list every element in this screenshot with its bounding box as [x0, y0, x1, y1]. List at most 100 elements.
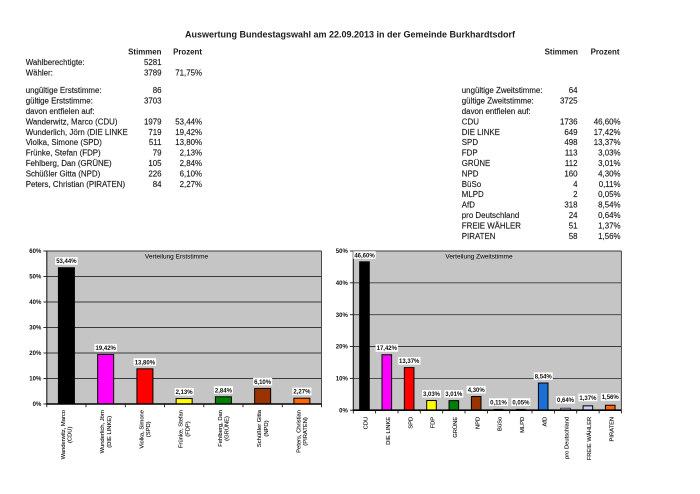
svg-text:Frünke, Stefan: Frünke, Stefan: [179, 410, 185, 448]
svg-text:2,84%: 2,84%: [180, 159, 202, 168]
svg-text:13,80%: 13,80%: [175, 138, 202, 147]
svg-text:0,05%: 0,05%: [598, 190, 620, 199]
svg-text:Frünke, Stefan (FDP): Frünke, Stefan (FDP): [26, 149, 101, 158]
svg-text:20%: 20%: [336, 345, 349, 351]
svg-text:Stimmen: Stimmen: [128, 47, 162, 56]
svg-text:3789: 3789: [144, 68, 162, 77]
svg-text:17,42%: 17,42%: [377, 346, 398, 352]
svg-text:MLPD: MLPD: [520, 417, 526, 433]
svg-text:(CDU): (CDU): [68, 427, 74, 443]
svg-text:(GRÜNE): (GRÜNE): [224, 416, 231, 441]
svg-text:19,42%: 19,42%: [175, 128, 202, 137]
svg-text:(NPD): (NPD): [264, 420, 270, 436]
svg-text:113: 113: [565, 149, 578, 158]
svg-text:13,37%: 13,37%: [399, 359, 420, 365]
svg-text:1,37%: 1,37%: [598, 221, 620, 230]
svg-text:2,27%: 2,27%: [293, 390, 311, 396]
svg-text:17,42%: 17,42%: [594, 128, 621, 137]
svg-text:Violka, Simone: Violka, Simone: [139, 410, 145, 449]
svg-text:Schüßler Gitta: Schüßler Gitta: [257, 409, 263, 447]
svg-text:0,05%: 0,05%: [512, 400, 530, 406]
svg-text:30%: 30%: [29, 326, 42, 332]
svg-text:0,64%: 0,64%: [557, 398, 575, 404]
svg-text:Wanderwitz, Marco (CDU): Wanderwitz, Marco (CDU): [26, 117, 118, 126]
svg-text:3,03%: 3,03%: [598, 149, 620, 158]
svg-text:5281: 5281: [144, 58, 162, 67]
svg-text:davon entfielen auf:: davon entfielen auf:: [462, 107, 531, 116]
svg-text:2,13%: 2,13%: [180, 149, 202, 158]
svg-text:(FDP): (FDP): [185, 421, 191, 437]
svg-text:Peters, Christian (PIRATEN): Peters, Christian (PIRATEN): [26, 180, 126, 189]
svg-text:64: 64: [569, 86, 578, 95]
svg-text:3703: 3703: [144, 97, 162, 106]
svg-text:DIE LINKE: DIE LINKE: [462, 128, 500, 137]
svg-text:1736: 1736: [560, 117, 578, 126]
svg-text:160: 160: [564, 169, 578, 178]
svg-text:AfD: AfD: [542, 417, 548, 427]
svg-text:Wahlberechtigte:: Wahlberechtigte:: [26, 58, 85, 67]
svg-text:Wunderlich, Jörn (DIE LINKE: Wunderlich, Jörn (DIE LINKE: [26, 128, 128, 137]
svg-text:4: 4: [573, 180, 578, 189]
svg-text:0,64%: 0,64%: [598, 211, 620, 220]
svg-text:Prozent: Prozent: [591, 47, 620, 56]
svg-text:649: 649: [564, 128, 578, 137]
svg-text:gültige Erststimme:: gültige Erststimme:: [26, 97, 93, 106]
svg-text:GRÜNE: GRÜNE: [462, 159, 491, 168]
svg-text:13,80%: 13,80%: [135, 360, 156, 366]
svg-text:davon entfielen auf:: davon entfielen auf:: [26, 107, 95, 116]
svg-text:50%: 50%: [336, 249, 349, 255]
svg-text:40%: 40%: [336, 281, 349, 287]
svg-text:Wanderwitz, Marco: Wanderwitz, Marco: [61, 410, 67, 459]
svg-text:AfD: AfD: [462, 201, 475, 210]
svg-text:Prozent: Prozent: [173, 47, 202, 56]
svg-text:1,37%: 1,37%: [579, 396, 597, 402]
svg-text:FDP: FDP: [431, 417, 437, 429]
svg-text:71,75%: 71,75%: [175, 68, 202, 77]
svg-text:Peters, Christian: Peters, Christian: [296, 410, 302, 453]
svg-text:FREIE WÄHLER: FREIE WÄHLER: [462, 221, 521, 230]
svg-text:3,01%: 3,01%: [445, 392, 463, 398]
svg-text:0%: 0%: [339, 408, 348, 414]
svg-text:105: 105: [148, 159, 162, 168]
svg-text:46,60%: 46,60%: [354, 253, 375, 259]
svg-text:20%: 20%: [29, 351, 42, 357]
svg-text:4,30%: 4,30%: [598, 169, 620, 178]
svg-text:2,13%: 2,13%: [176, 390, 194, 396]
svg-text:498: 498: [564, 138, 578, 147]
svg-text:2: 2: [573, 190, 577, 199]
svg-text:ungültige Erststimme:: ungültige Erststimme:: [26, 86, 102, 95]
svg-text:pro Deutschland: pro Deutschland: [565, 417, 571, 459]
svg-text:112: 112: [565, 159, 578, 168]
svg-text:BüSo: BüSo: [462, 180, 482, 189]
svg-text:0%: 0%: [33, 402, 42, 408]
svg-text:GRÜNE: GRÜNE: [452, 417, 459, 438]
svg-text:1,56%: 1,56%: [598, 232, 620, 241]
svg-text:0,11%: 0,11%: [490, 400, 507, 406]
svg-text:86: 86: [153, 86, 162, 95]
svg-text:719: 719: [148, 128, 162, 137]
svg-text:1979: 1979: [144, 117, 162, 126]
svg-text:FREIE WÄHLER: FREIE WÄHLER: [586, 417, 593, 460]
svg-text:CDU: CDU: [462, 117, 479, 126]
svg-text:Fehlberg, Dan (GRÜNE): Fehlberg, Dan (GRÜNE): [26, 159, 112, 168]
svg-text:DIE LINKE: DIE LINKE: [386, 417, 392, 445]
svg-text:(SPD): (SPD): [146, 421, 152, 437]
svg-text:30%: 30%: [336, 313, 349, 319]
svg-text:10%: 10%: [29, 377, 42, 383]
svg-text:53,44%: 53,44%: [175, 117, 202, 126]
svg-text:Verteilung Erststimme: Verteilung Erststimme: [145, 253, 209, 260]
svg-text:3,03%: 3,03%: [423, 392, 441, 398]
svg-text:MLPD: MLPD: [462, 190, 484, 199]
svg-text:10%: 10%: [336, 377, 349, 383]
svg-text:1,56%: 1,56%: [602, 395, 620, 401]
svg-text:Verteilung Zweitstimme: Verteilung Zweitstimme: [445, 253, 513, 260]
svg-text:pro Deutschland: pro Deutschland: [462, 211, 519, 220]
svg-text:Stimmen: Stimmen: [545, 47, 579, 56]
svg-text:Auswertung Bundestagswahl am 2: Auswertung Bundestagswahl am 22.09.2013 …: [185, 29, 516, 39]
svg-text:(PIRATEN): (PIRATEN): [303, 417, 309, 446]
svg-text:2,27%: 2,27%: [180, 180, 202, 189]
svg-text:60%: 60%: [29, 249, 42, 255]
svg-text:58: 58: [569, 232, 578, 241]
svg-text:NPD: NPD: [462, 169, 479, 178]
svg-text:19,42%: 19,42%: [96, 346, 117, 352]
